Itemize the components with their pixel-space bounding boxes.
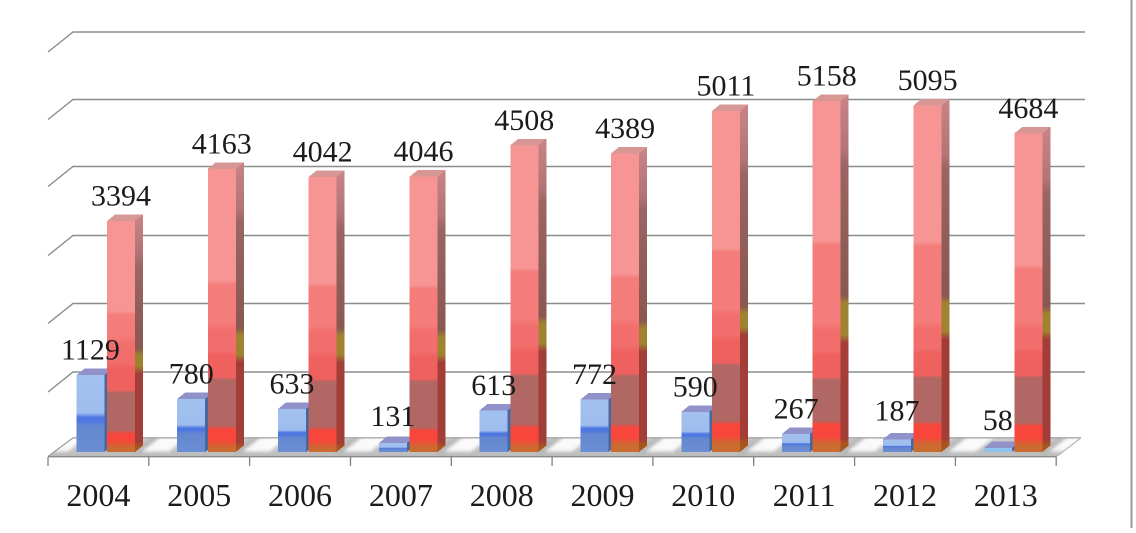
svg-text:4508: 4508 bbox=[494, 104, 554, 137]
svg-text:2009: 2009 bbox=[571, 477, 635, 513]
svg-text:3394: 3394 bbox=[91, 180, 151, 213]
svg-text:772: 772 bbox=[572, 358, 617, 391]
svg-text:2006: 2006 bbox=[268, 477, 332, 513]
svg-text:613: 613 bbox=[471, 369, 516, 402]
svg-text:4684: 4684 bbox=[998, 92, 1058, 125]
svg-text:5158: 5158 bbox=[797, 60, 857, 93]
svg-text:2013: 2013 bbox=[974, 477, 1038, 513]
svg-text:590: 590 bbox=[673, 370, 718, 403]
svg-text:4042: 4042 bbox=[293, 136, 353, 169]
svg-text:2008: 2008 bbox=[470, 477, 534, 513]
svg-text:2011: 2011 bbox=[773, 477, 836, 513]
svg-text:267: 267 bbox=[774, 392, 819, 425]
svg-text:2012: 2012 bbox=[873, 477, 937, 513]
svg-text:2010: 2010 bbox=[671, 477, 735, 513]
svg-text:633: 633 bbox=[270, 367, 315, 400]
svg-text:2007: 2007 bbox=[369, 477, 433, 513]
svg-text:2004: 2004 bbox=[66, 477, 130, 513]
svg-text:5011: 5011 bbox=[696, 70, 755, 103]
svg-text:5095: 5095 bbox=[898, 64, 958, 97]
svg-text:4389: 4389 bbox=[595, 112, 655, 145]
svg-text:1129: 1129 bbox=[61, 334, 120, 367]
svg-text:131: 131 bbox=[370, 400, 415, 433]
svg-text:58: 58 bbox=[983, 404, 1013, 437]
svg-text:780: 780 bbox=[169, 357, 214, 390]
svg-text:4046: 4046 bbox=[394, 135, 454, 168]
svg-text:187: 187 bbox=[875, 395, 920, 428]
svg-text:4163: 4163 bbox=[192, 127, 252, 160]
svg-text:2005: 2005 bbox=[167, 477, 231, 513]
